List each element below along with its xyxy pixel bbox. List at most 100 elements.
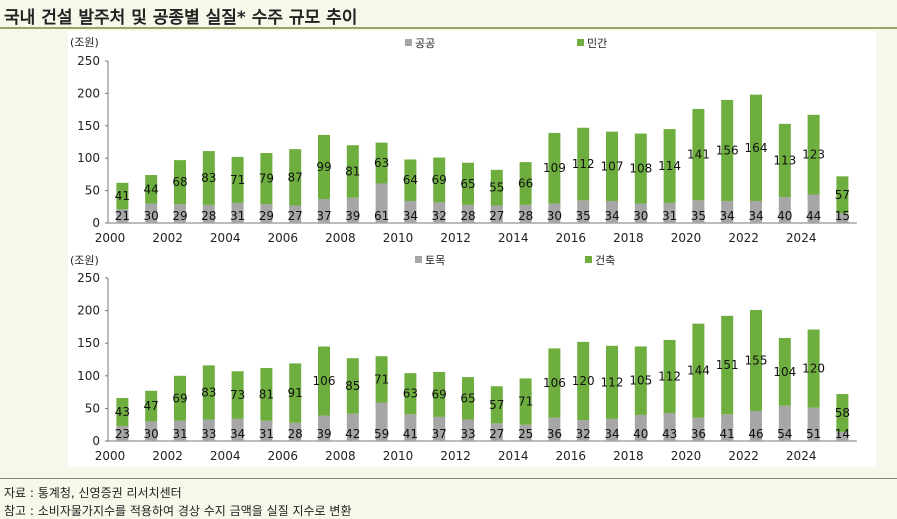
x-tick-label: 2008 [325, 449, 356, 463]
bar-segment-공공 [807, 194, 820, 223]
bar-segment-민간 [490, 169, 503, 206]
data-label-건축: 104 [773, 365, 796, 379]
data-label-토목: 34 [230, 427, 245, 441]
data-label-민간: 141 [687, 148, 710, 162]
data-label-건축: 112 [658, 369, 681, 383]
bar-segment-건축 [433, 371, 446, 417]
data-label-공공: 44 [806, 209, 821, 223]
bar-segment-건축 [174, 375, 186, 421]
bar-segment-토목 [174, 420, 186, 441]
data-label-토목: 25 [518, 427, 533, 441]
data-label-토목: 23 [115, 427, 130, 441]
data-label-공공: 34 [604, 209, 619, 223]
bar-segment-민간 [231, 156, 244, 203]
data-label-공공: 61 [374, 209, 389, 223]
bar-segment-토목 [490, 423, 503, 441]
data-label-공공: 15 [835, 209, 850, 223]
bar-segment-공공 [346, 197, 359, 223]
legend-swatch [585, 256, 592, 263]
data-label-건축: 73 [230, 388, 245, 402]
bar-segment-민간 [145, 175, 158, 204]
bar-segment-공공 [318, 199, 330, 223]
bar-segment-토목 [606, 418, 618, 441]
bar-segment-민간 [433, 157, 446, 203]
data-label-토목: 59 [374, 427, 389, 441]
data-label-토목: 36 [691, 427, 706, 441]
data-label-공공: 31 [662, 209, 677, 223]
data-label-건축: 106 [543, 376, 566, 390]
data-label-민간: 66 [518, 176, 533, 190]
bar-segment-민간 [318, 134, 330, 200]
data-label-토목: 32 [576, 427, 591, 441]
data-label-민간: 55 [489, 181, 504, 195]
data-label-공공: 21 [115, 209, 130, 223]
bar-segment-민간 [548, 132, 561, 204]
bar-segment-토목 [145, 421, 158, 441]
x-tick-label: 2006 [268, 231, 299, 245]
data-label-민간: 69 [432, 173, 447, 187]
data-label-민간: 123 [802, 148, 825, 162]
x-tick-label: 2018 [613, 449, 644, 463]
source-note: 자료 : 통계청, 신영증권 리서치센터 [4, 486, 182, 500]
data-label-건축: 47 [144, 399, 159, 413]
data-label-민간: 156 [716, 143, 739, 157]
bar-segment-민간 [721, 99, 734, 201]
y-tick-label: 100 [77, 151, 100, 165]
data-label-건축: 63 [403, 387, 418, 401]
bar-segment-건축 [807, 329, 820, 408]
x-tick-label: 2016 [556, 449, 587, 463]
data-label-민간: 112 [572, 157, 595, 171]
x-tick-label: 2012 [440, 449, 471, 463]
bar-segment-토목 [404, 414, 417, 441]
data-label-건축: 85 [345, 379, 360, 393]
legend-label: 토목 [425, 254, 445, 267]
bar-segment-민간 [692, 108, 705, 201]
bar-segment-토목 [462, 419, 474, 441]
data-label-건축: 69 [172, 391, 187, 405]
data-label-건축: 144 [687, 364, 710, 378]
data-label-토목: 28 [288, 427, 303, 441]
y-unit-label: (조원) [70, 254, 99, 267]
bar-segment-건축 [202, 365, 215, 420]
data-label-토목: 43 [662, 427, 677, 441]
data-label-건축: 43 [115, 405, 130, 419]
data-label-토목: 40 [633, 427, 648, 441]
bar-segment-건축 [318, 346, 330, 416]
data-label-토목: 27 [489, 427, 504, 441]
bar-segment-민간 [519, 162, 532, 205]
bar-segment-건축 [721, 315, 734, 415]
bar-segment-민간 [807, 114, 820, 195]
x-tick-label: 2022 [728, 449, 759, 463]
bar-segment-민간 [174, 160, 186, 205]
bar-segment-민간 [289, 149, 302, 206]
bar-segment-공공 [692, 200, 705, 223]
bar-segment-토목 [375, 402, 388, 441]
bar-segment-건축 [462, 377, 474, 420]
bar-segment-민간 [202, 151, 215, 205]
data-label-토목: 34 [604, 427, 619, 441]
y-tick-label: 200 [77, 86, 100, 100]
bar-segment-공공 [634, 203, 647, 223]
x-tick-label: 2010 [383, 449, 414, 463]
bar-segment-공공 [174, 204, 186, 223]
bar-segment-건축 [577, 341, 590, 421]
data-label-공공: 30 [144, 209, 159, 223]
bar-segment-건축 [548, 348, 561, 418]
bar-segment-민간 [577, 127, 590, 201]
data-label-토목: 46 [748, 427, 763, 441]
data-label-공공: 40 [777, 209, 792, 223]
data-label-공공: 37 [316, 209, 331, 223]
x-tick-label: 2000 [95, 449, 126, 463]
bar-segment-민간 [663, 129, 676, 203]
data-label-건축: 91 [288, 386, 303, 400]
data-label-민간: 107 [601, 159, 624, 173]
bar-segment-민간 [634, 133, 647, 204]
data-label-건축: 69 [432, 387, 447, 401]
data-label-건축: 83 [201, 385, 216, 399]
y-tick-label: 150 [77, 119, 100, 133]
data-label-민간: 164 [745, 141, 768, 155]
bar-segment-민간 [750, 94, 762, 201]
bar-segment-민간 [606, 131, 618, 201]
y-tick-label: 50 [85, 184, 100, 198]
